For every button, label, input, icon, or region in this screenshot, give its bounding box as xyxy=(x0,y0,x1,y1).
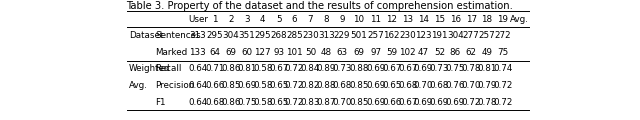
Text: Table 3. Property of the dataset and the results of comprehension estimation.: Table 3. Property of the dataset and the… xyxy=(127,1,513,11)
